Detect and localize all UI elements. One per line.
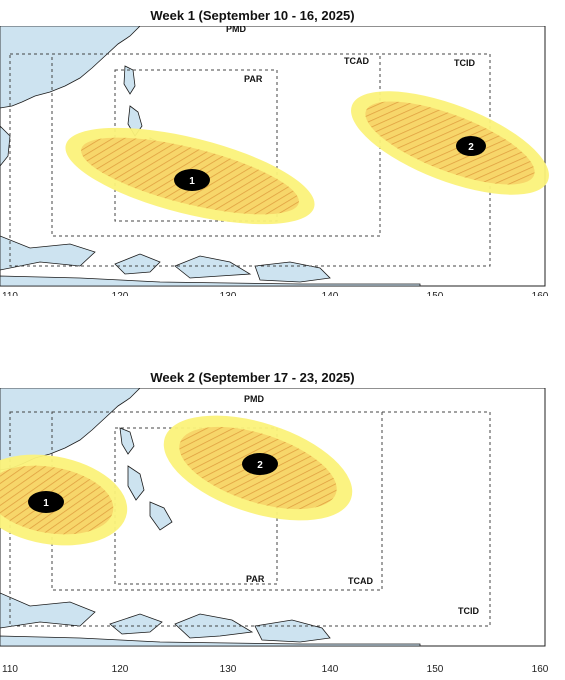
tcid-label: TCID <box>454 58 475 68</box>
pmd-label: PMD <box>244 394 265 404</box>
tcad-box <box>51 53 381 237</box>
tick-label: 160 <box>532 664 549 675</box>
week2-map: PMD TCAD TCID PAR 1 2 110 120 130 140 15… <box>0 388 549 675</box>
svg-text:2: 2 <box>468 142 474 153</box>
cyclone-marker-2: 2 <box>456 136 486 156</box>
par-label: PAR <box>244 74 263 84</box>
tick-label: 140 <box>322 664 339 675</box>
week2-title: Week 2 (September 17 - 23, 2025) <box>150 370 355 385</box>
tick-label: 120 <box>112 291 129 296</box>
tick-label: 150 <box>427 664 444 675</box>
par-label: PAR <box>246 574 265 584</box>
tick-label: 130 <box>220 291 237 296</box>
week1-map: PMD TCAD TCID PAR 1 2 110 120 130 140 15… <box>0 26 549 296</box>
tick-label: 120 <box>112 664 129 675</box>
tick-label: 110 <box>2 664 18 675</box>
x-axis: 110 120 130 140 150 160 <box>2 664 549 675</box>
cyclone-marker-1: 1 <box>174 169 210 191</box>
pmd-label: PMD <box>226 26 247 34</box>
tick-label: 130 <box>220 664 237 675</box>
tick-label: 110 <box>2 291 18 296</box>
svg-text:2: 2 <box>257 460 263 471</box>
tick-label: 150 <box>427 291 444 296</box>
tcad-label: TCAD <box>344 56 369 66</box>
week1-title: Week 1 (September 10 - 16, 2025) <box>150 8 355 23</box>
cyclone-zone-2 <box>351 91 549 195</box>
tick-label: 140 <box>322 291 339 296</box>
tcid-label: TCID <box>458 606 479 616</box>
tick-label: 160 <box>532 291 549 296</box>
land <box>0 388 421 647</box>
svg-text:1: 1 <box>189 176 195 187</box>
cyclone-marker-1: 1 <box>28 491 64 513</box>
svg-text:1: 1 <box>43 498 49 509</box>
tcad-label: TCAD <box>348 576 373 586</box>
x-axis: 110 120 130 140 150 160 <box>2 291 549 296</box>
cyclone-marker-2: 2 <box>242 453 278 475</box>
